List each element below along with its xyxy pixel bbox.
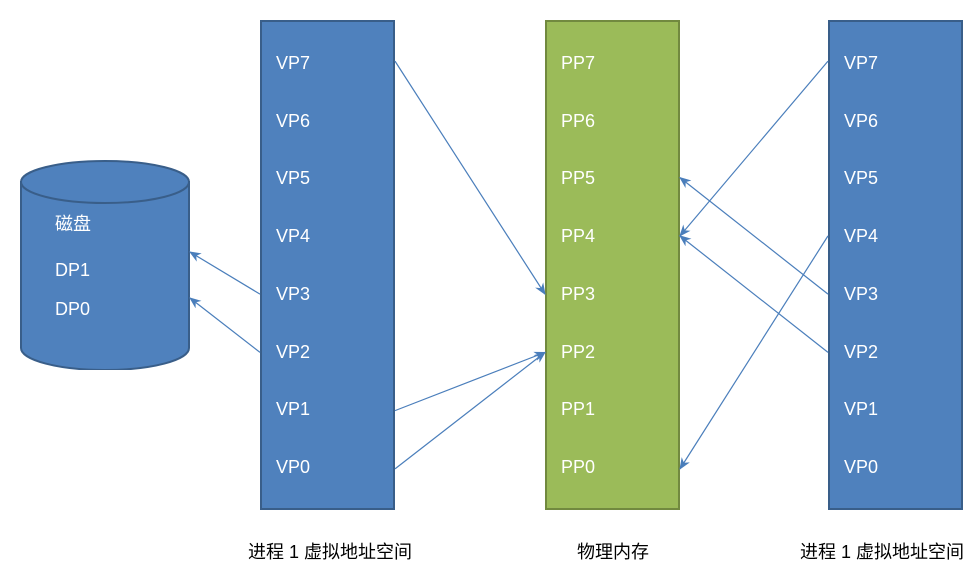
mid-col-item: PP3 <box>561 285 664 303</box>
caption-mid: 物理内存 <box>577 538 649 564</box>
left-col-item: VP1 <box>276 400 379 418</box>
right-col-item: VP0 <box>844 458 947 476</box>
caption-right: 进程 1 虚拟地址空间 <box>800 538 964 564</box>
right-col-item: VP3 <box>844 285 947 303</box>
mid-col-item: PP5 <box>561 169 664 187</box>
left-col-item: VP6 <box>276 112 379 130</box>
left-col-item: VP5 <box>276 169 379 187</box>
right-col-item: VP6 <box>844 112 947 130</box>
mid-col-item: PP1 <box>561 400 664 418</box>
mid-col-item: PP7 <box>561 54 664 72</box>
right-col-item: VP1 <box>844 400 947 418</box>
mid-col-item: PP4 <box>561 227 664 245</box>
right-col-item: VP4 <box>844 227 947 245</box>
disk-item: DP1 <box>55 260 90 281</box>
left-col-item: VP3 <box>276 285 379 303</box>
disk-title: 磁盘 <box>55 210 91 236</box>
left-col-item: VP0 <box>276 458 379 476</box>
left-col-item: VP7 <box>276 54 379 72</box>
process1-virtual-right: VP7 VP6 VP5 VP4 VP3 VP2 VP1 VP0 <box>828 20 963 510</box>
left-col-item: VP4 <box>276 227 379 245</box>
mid-col-item: PP6 <box>561 112 664 130</box>
process1-virtual-left: VP7 VP6 VP5 VP4 VP3 VP2 VP1 VP0 <box>260 20 395 510</box>
disk-labels: 磁盘 DP1 DP0 <box>55 210 91 320</box>
caption-left: 进程 1 虚拟地址空间 <box>248 538 412 564</box>
disk-cylinder: 磁盘 DP1 DP0 <box>20 160 190 370</box>
disk-item: DP0 <box>55 299 90 320</box>
diagram-stage: 磁盘 DP1 DP0 VP7VP6VP5VP4VP3VP2VP1VP0 PP7P… <box>0 0 966 570</box>
left-col-item: VP2 <box>276 343 379 361</box>
right-col-item: VP2 <box>844 343 947 361</box>
mid-col-item: PP2 <box>561 343 664 361</box>
mid-col-item: PP0 <box>561 458 664 476</box>
right-col-item: VP5 <box>844 169 947 187</box>
physical-memory: PP7 PP6 PP5 PP4 PP3 PP2 PP1 PP0 <box>545 20 680 510</box>
right-col-item: VP7 <box>844 54 947 72</box>
